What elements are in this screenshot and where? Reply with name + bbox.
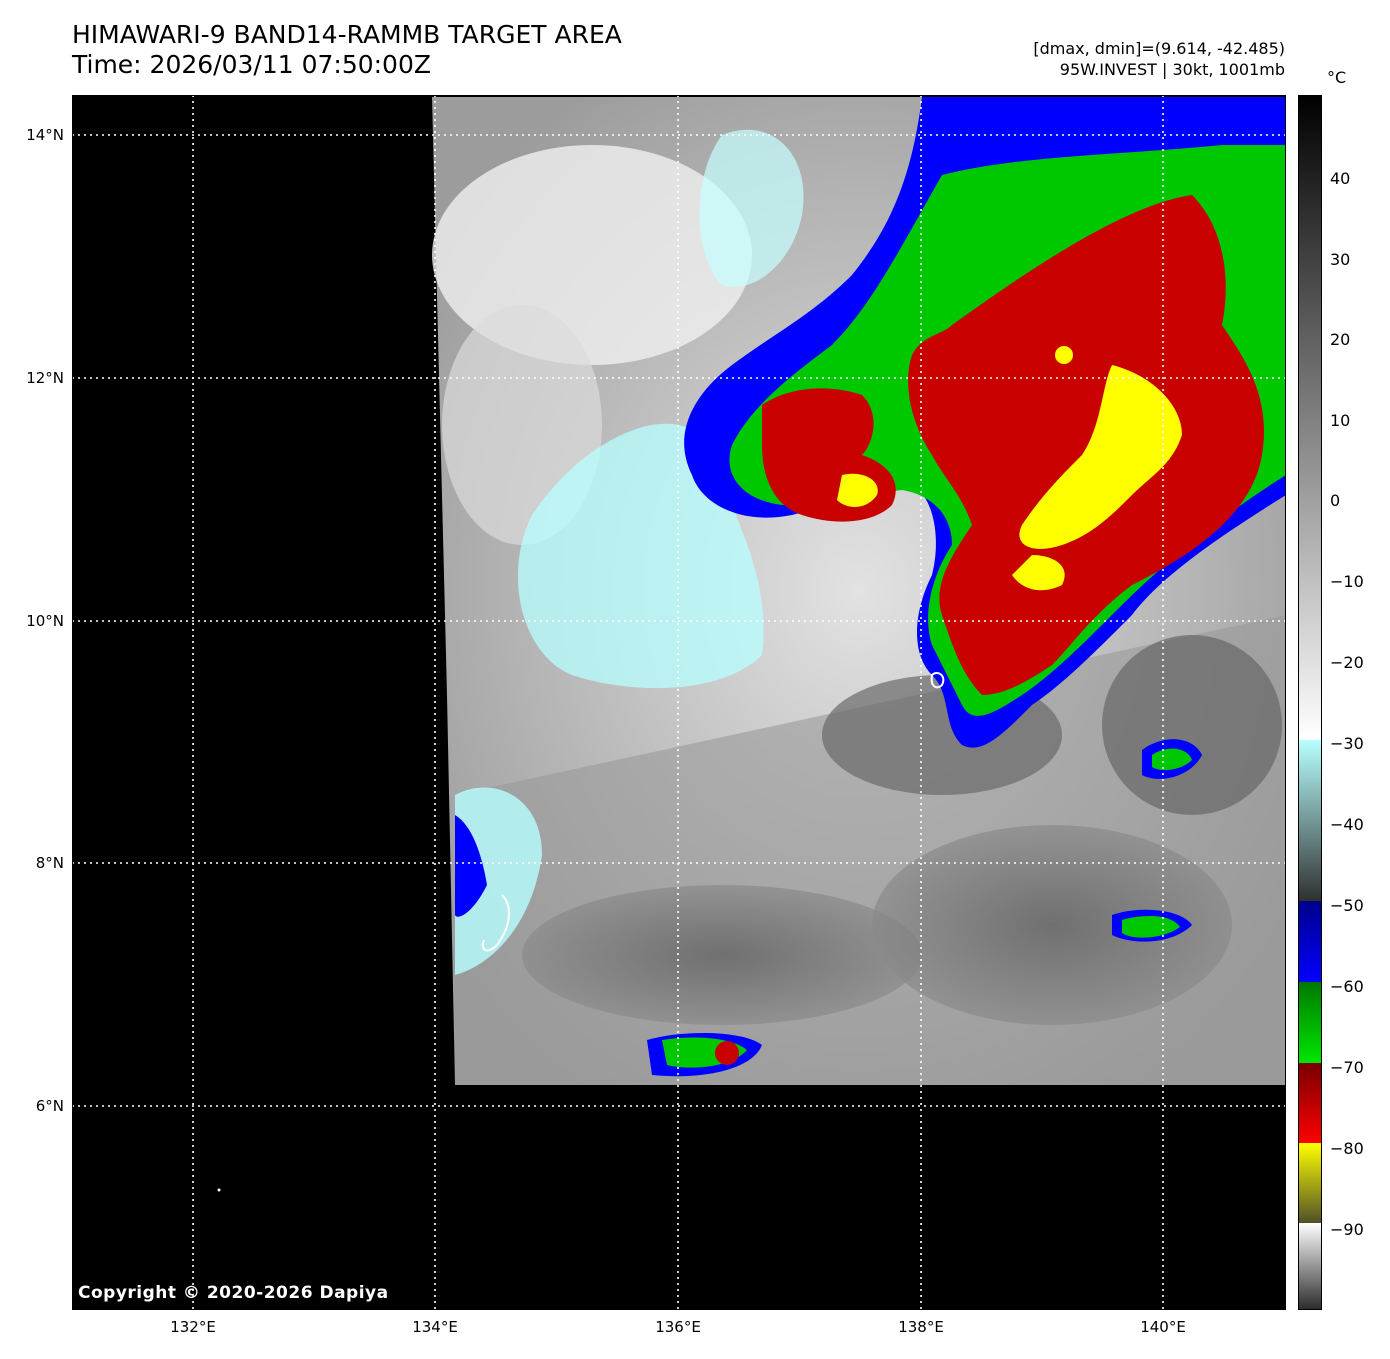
colorbar-warm-segment — [1298, 95, 1322, 740]
lat-label-10n: 10°N — [26, 612, 64, 630]
convective-cell — [1122, 915, 1180, 938]
colorbar-tick: −30 — [1330, 734, 1364, 753]
storm-info: [dmax, dmin]=(9.614, -42.485) 95W.INVEST… — [1033, 38, 1285, 80]
colorbar-red-segment — [1298, 1063, 1322, 1143]
satellite-image — [72, 95, 1286, 1310]
info-line-2: 95W.INVEST | 30kt, 1001mb — [1059, 60, 1285, 79]
copyright-text: Copyright © 2020-2026 Dapiya — [78, 1283, 389, 1303]
colorbar-tick: 0 — [1330, 491, 1341, 510]
yellow-cold-tops — [1019, 365, 1182, 549]
dark-patch — [1102, 635, 1282, 815]
graticule — [72, 95, 1286, 1310]
yellow-cold-tops — [1055, 346, 1073, 364]
colorbar-tick: −60 — [1330, 977, 1364, 996]
red-core — [908, 195, 1264, 695]
island-outline — [930, 672, 945, 689]
small-island — [217, 1188, 221, 1192]
convective-cell — [715, 1041, 739, 1065]
colorbar-cold-segment — [1298, 1223, 1322, 1310]
lon-label-138e: 138°E — [898, 1318, 944, 1336]
cyan-cirrus — [455, 787, 542, 975]
dark-patch — [872, 825, 1232, 1025]
satellite-map — [72, 95, 1286, 1310]
colorbar-unit: °C — [1327, 68, 1347, 87]
colorbar-yellow-segment — [1298, 1143, 1322, 1223]
colorbar-border — [1298, 95, 1322, 1310]
yellow-cold-tops — [1012, 555, 1065, 591]
colorbar-tick: −50 — [1330, 896, 1364, 915]
info-line-1: [dmax, dmin]=(9.614, -42.485) — [1033, 39, 1285, 58]
colorbar-blue-segment — [1298, 901, 1322, 982]
colorbar-tick: 20 — [1330, 330, 1351, 349]
lon-label-140e: 140°E — [1140, 1318, 1186, 1336]
yellow-cold-tops — [837, 473, 878, 507]
colorbar-cyan-segment — [1298, 740, 1322, 901]
colorbar-tick: −90 — [1330, 1220, 1364, 1239]
colorbar-tick: −80 — [1330, 1139, 1364, 1158]
title-line-2: Time: 2026/03/11 07:50:00Z — [72, 50, 431, 79]
lat-label-8n: 8°N — [35, 854, 64, 872]
colorbar-tick: −20 — [1330, 653, 1364, 672]
colorbar-tick: 30 — [1330, 250, 1351, 269]
colorbar-tick: −40 — [1330, 815, 1364, 834]
lat-label-6n: 6°N — [35, 1097, 64, 1115]
lon-label-132e: 132°E — [170, 1318, 216, 1336]
temperature-colorbar — [1298, 95, 1322, 1310]
convective-cell — [455, 815, 487, 917]
colorbar-tick: −10 — [1330, 572, 1364, 591]
map-border — [72, 95, 1286, 1310]
lat-label-12n: 12°N — [26, 369, 64, 387]
chart-title: HIMAWARI-9 BAND14-RAMMB TARGET AREA Time… — [72, 20, 622, 80]
convective-cell — [1152, 748, 1192, 771]
title-line-1: HIMAWARI-9 BAND14-RAMMB TARGET AREA — [72, 20, 622, 49]
colorbar-tick: 40 — [1330, 169, 1351, 188]
lat-label-14n: 14°N — [26, 126, 64, 144]
lon-label-136e: 136°E — [655, 1318, 701, 1336]
colorbar-green-segment — [1298, 982, 1322, 1063]
cyan-cirrus — [699, 129, 804, 287]
colorbar-tick: −70 — [1330, 1058, 1364, 1077]
island-outline — [481, 894, 510, 952]
colorbar-tick: 10 — [1330, 411, 1351, 430]
dark-patch — [522, 885, 922, 1025]
lon-label-134e: 134°E — [412, 1318, 458, 1336]
